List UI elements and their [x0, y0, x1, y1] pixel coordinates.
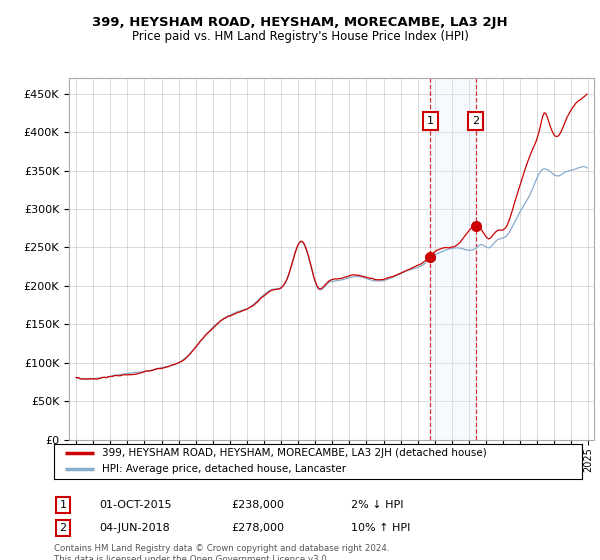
Text: £238,000: £238,000: [231, 500, 284, 510]
Text: 399, HEYSHAM ROAD, HEYSHAM, MORECAMBE, LA3 2JH: 399, HEYSHAM ROAD, HEYSHAM, MORECAMBE, L…: [92, 16, 508, 29]
Text: 2: 2: [472, 116, 479, 125]
Text: 01-OCT-2015: 01-OCT-2015: [99, 500, 172, 510]
Text: Contains HM Land Registry data © Crown copyright and database right 2024.
This d: Contains HM Land Registry data © Crown c…: [54, 544, 389, 560]
Text: 1: 1: [59, 500, 67, 510]
Text: £278,000: £278,000: [231, 523, 284, 533]
Text: 1: 1: [427, 116, 434, 125]
Text: 04-JUN-2018: 04-JUN-2018: [99, 523, 170, 533]
Text: 2% ↓ HPI: 2% ↓ HPI: [351, 500, 404, 510]
Text: 399, HEYSHAM ROAD, HEYSHAM, MORECAMBE, LA3 2JH (detached house): 399, HEYSHAM ROAD, HEYSHAM, MORECAMBE, L…: [101, 449, 486, 459]
Text: HPI: Average price, detached house, Lancaster: HPI: Average price, detached house, Lanc…: [101, 464, 346, 474]
Bar: [430, 78, 476, 440]
Text: Price paid vs. HM Land Registry's House Price Index (HPI): Price paid vs. HM Land Registry's House …: [131, 30, 469, 43]
Text: 2: 2: [59, 523, 67, 533]
Text: 10% ↑ HPI: 10% ↑ HPI: [351, 523, 410, 533]
